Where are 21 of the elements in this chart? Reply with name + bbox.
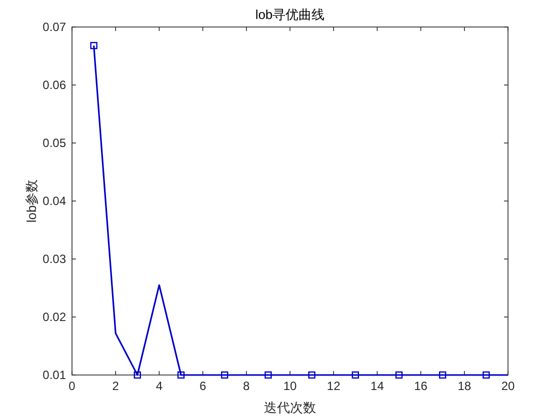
x-tick-label: 18 (458, 379, 472, 393)
x-tick-label: 6 (199, 379, 206, 393)
x-tick-label: 0 (68, 379, 76, 393)
y-tick-label: 0.05 (42, 136, 66, 150)
x-tick-label: 12 (326, 379, 341, 393)
y-tick-label: 0.06 (42, 78, 66, 92)
x-tick-label: 20 (501, 379, 515, 393)
x-tick-label: 14 (370, 379, 384, 393)
x-tick-label: 16 (414, 379, 428, 393)
y-axis-title: lob参数 (24, 179, 39, 223)
chart-title: lob寻优曲线 (255, 7, 325, 22)
x-tick-label: 8 (243, 379, 250, 393)
x-tick-label: 4 (156, 379, 163, 393)
y-tick-label: 0.02 (42, 310, 66, 324)
x-tick-label: 10 (283, 379, 297, 393)
y-tick-label: 0.04 (42, 194, 66, 208)
x-tick-label: 2 (112, 379, 120, 393)
y-tick-label: 0.03 (42, 252, 66, 266)
y-tick-label: 0.07 (42, 20, 66, 34)
y-tick-label: 0.01 (42, 368, 66, 382)
x-axis-title: 迭代次数 (264, 400, 316, 415)
